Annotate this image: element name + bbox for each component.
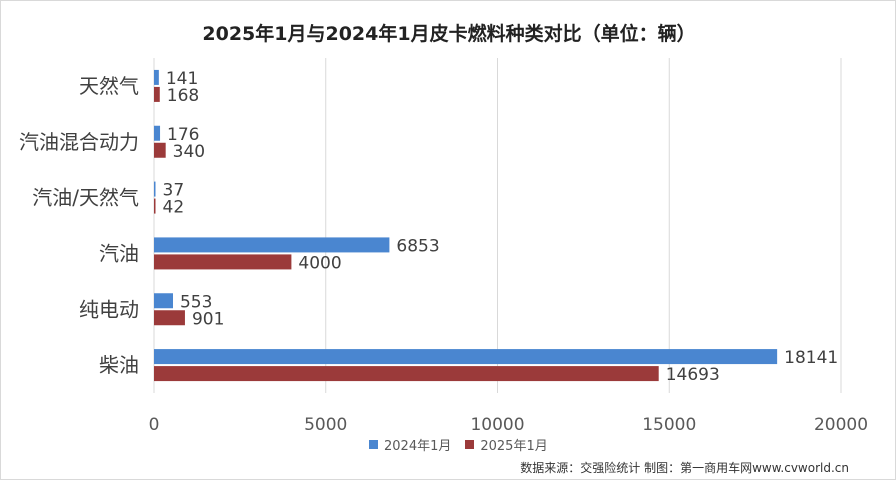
bar <box>154 125 161 141</box>
data-label: 4000 <box>298 253 341 273</box>
category-label: 天然气 <box>79 74 139 98</box>
legend-item-2025: 2025年1月 <box>465 435 548 454</box>
legend: 2024年1月 2025年1月 <box>369 435 548 454</box>
data-label: 42 <box>163 198 185 218</box>
bar <box>154 181 156 197</box>
data-label: 18141 <box>784 348 838 368</box>
data-label: 553 <box>180 292 212 312</box>
bar <box>154 293 173 309</box>
bar <box>154 366 659 382</box>
x-tick-label: 10000 <box>470 415 524 435</box>
x-tick-label: 0 <box>149 415 160 435</box>
bar <box>154 86 160 102</box>
legend-swatch-2025 <box>465 440 475 449</box>
bar <box>154 349 778 365</box>
bar <box>154 198 156 214</box>
bar <box>154 142 166 158</box>
data-label: 6853 <box>396 236 439 256</box>
source-note: 数据来源：交强险统计 制图：第一商用车网www.cvworld.cn <box>520 461 849 475</box>
category-label: 柴油 <box>99 353 139 377</box>
data-label: 14693 <box>666 365 720 385</box>
bar <box>154 237 390 253</box>
legend-swatch-2024 <box>369 440 378 449</box>
data-label: 37 <box>163 181 185 201</box>
data-label: 141 <box>166 69 198 89</box>
legend-item-2024: 2024年1月 <box>369 435 451 454</box>
category-label: 汽油混合动力 <box>19 130 139 154</box>
bar <box>154 254 292 270</box>
x-tick-label: 5000 <box>304 415 347 435</box>
category-label: 汽油/天然气 <box>32 186 139 210</box>
data-label: 340 <box>173 142 205 162</box>
data-label: 901 <box>192 309 224 329</box>
legend-label-2024: 2024年1月 <box>384 439 452 454</box>
category-label: 纯电动 <box>79 297 139 321</box>
chart-title: 2025年1月与2024年1月皮卡燃料种类对比（单位：辆） <box>202 23 696 45</box>
bar <box>154 69 159 85</box>
category-label: 汽油 <box>99 241 139 265</box>
x-tick-label: 15000 <box>642 415 696 435</box>
data-label: 176 <box>167 125 199 145</box>
data-label: 168 <box>167 86 199 106</box>
legend-label-2025: 2025年1月 <box>480 439 548 454</box>
x-tick-label: 20000 <box>814 415 868 435</box>
bar <box>154 310 185 326</box>
